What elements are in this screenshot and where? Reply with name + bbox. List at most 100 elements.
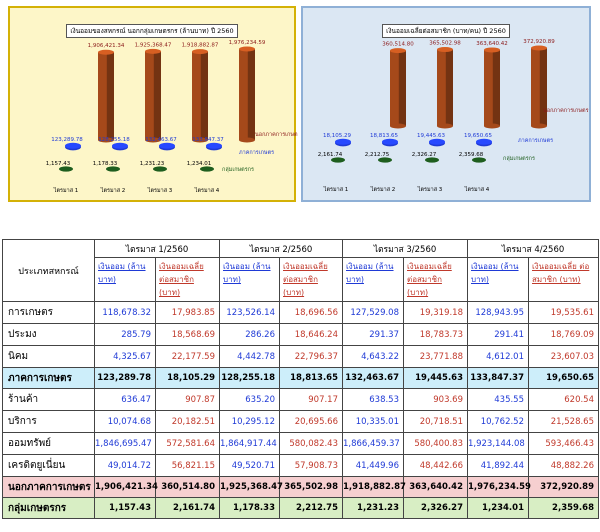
bar-bottom — [192, 137, 208, 143]
avg-cell: 18,813.65 — [279, 367, 343, 389]
bar-nonagri — [531, 45, 547, 129]
bar-top — [390, 48, 406, 54]
agri-disc-top — [476, 138, 492, 145]
avg-cell: 21,528.65 — [528, 410, 599, 433]
savings-cell: 4,643.22 — [342, 345, 404, 368]
bar-value-label: 1,925,368.47 — [135, 42, 172, 48]
category-label: ไตรมาส 2 — [370, 186, 396, 193]
avg-cell: 18,568.69 — [155, 323, 220, 346]
savings-cell: 49,014.72 — [94, 454, 156, 477]
table-row: ร้านค้า 636.47 907.87 635.20 907.17 638.53 903… — [2, 388, 599, 411]
bar-shade — [106, 52, 114, 140]
category-label: ไตรมาส 1 — [53, 187, 79, 194]
bar-value-label: 360,514.80 — [382, 42, 414, 48]
category-label: ไตรมาส 4 — [194, 187, 220, 194]
bar-bottom — [531, 123, 547, 129]
series-label: นอกภาคการเกษตร — [255, 132, 298, 138]
table-row: นอกภาคการเกษตร 1,906,421.34 360,514.80 1,92… — [2, 476, 599, 498]
avg-cell: 48,882.26 — [528, 454, 599, 477]
bar-value-label: 19,650.65 — [464, 133, 492, 139]
bar-shade — [200, 51, 208, 140]
row-category: บริการ — [2, 410, 95, 433]
row-category: กลุ่มเกษตรกร — [2, 497, 95, 519]
row-category: เครดิตยูเนี่ยน — [2, 454, 95, 477]
avg-cell: 903.69 — [403, 388, 468, 411]
avg-cell: 20,182.51 — [155, 410, 220, 433]
bar-shade — [492, 49, 500, 126]
table-row: ภาคการเกษตร 123,289.78 18,105.29 128,255.18… — [2, 367, 599, 389]
bar-bottom — [437, 123, 453, 129]
savings-cell: 1,918,882.87 — [342, 476, 406, 498]
table-row: เครดิตยูเนี่ยน 49,014.72 56,821.15 49,520.7… — [2, 454, 599, 477]
savings-cell: 1,178.33 — [219, 497, 280, 519]
series-label: กลุ่มเกษตรกร — [222, 167, 254, 173]
savings-cell: 10,295.12 — [219, 410, 280, 433]
avg-subheader: เงินออมเฉลี่ย ต่อสมาชิก (บาท) — [279, 257, 343, 302]
savings-subheader: เงินออม (ล้านบาท) — [467, 257, 529, 302]
savings-subheader: เงินออม (ล้านบาท) — [94, 257, 156, 302]
bar-shade — [445, 49, 453, 126]
savings-cell: 128,255.18 — [219, 367, 280, 389]
savings-cell: 10,074.68 — [94, 410, 156, 433]
avg-cell: 372,920.89 — [528, 476, 599, 498]
savings-cell: 1,866,459.37 — [342, 432, 404, 455]
row-category: การเกษตร — [2, 301, 95, 324]
avg-cell: 18,783.73 — [403, 323, 468, 346]
agri-disc-top — [206, 142, 222, 149]
row-category: ประมง — [2, 323, 95, 346]
bar-value-label: 128,255.18 — [98, 137, 130, 143]
bar-value-label: 372,920.89 — [523, 39, 555, 45]
table-row: ออมทรัพย์ 1,846,695.47 572,581.64 1,864,917… — [2, 432, 599, 455]
savings-cell: 4,325.67 — [94, 345, 156, 368]
category-label: ไตรมาส 1 — [323, 186, 349, 193]
group-disc — [59, 166, 73, 172]
bar-value-label: 18,813.65 — [370, 133, 398, 139]
bar-top — [145, 48, 161, 54]
avg-chart-panel: เงินออมเฉลี่ยต่อสมาชิก (บาท/คน) ปี 2560 … — [301, 6, 591, 202]
avg-cell: 23,607.03 — [528, 345, 599, 368]
avg-cell: 20,695.66 — [279, 410, 343, 433]
savings-cell: 635.20 — [219, 388, 280, 411]
avg-cell: 18,696.56 — [279, 301, 343, 324]
savings-cell: 1,231.23 — [342, 497, 404, 519]
bar-shade — [247, 49, 255, 140]
series-label: ภาคการเกษตร — [518, 138, 553, 144]
savings-cell: 4,442.78 — [219, 345, 280, 368]
avg-cell: 17,983.85 — [155, 301, 220, 324]
bar-value-label: 1,976,234.59 — [229, 40, 266, 46]
bar-top — [98, 49, 114, 55]
bar-nonagri — [239, 46, 255, 143]
quarter-header: ไตรมาส 3/2560 — [342, 239, 468, 258]
savings-chart: 1,906,421.34 123,289.78 1,157.43 ไตรมาส 1 1,… — [46, 40, 298, 194]
bar-value-label: 2,212.75 — [365, 152, 390, 158]
avg-cell: 2,359.68 — [528, 497, 599, 519]
savings-cell: 636.47 — [94, 388, 156, 411]
bar-value-label: 1,157.43 — [46, 161, 71, 167]
bar-value-label: 18,105.29 — [323, 133, 351, 139]
bar-nonagri — [145, 48, 161, 143]
bar-value-label: 1,906,421.34 — [88, 43, 125, 49]
agri-disc-top — [159, 142, 175, 149]
avg-cell: 19,535.61 — [528, 301, 599, 324]
savings-cell: 123,289.78 — [94, 367, 156, 389]
row-category: ร้านค้า — [2, 388, 95, 411]
bar-value-label: 1,918,882.87 — [182, 43, 219, 49]
avg-cell: 363,640.42 — [403, 476, 468, 498]
bar-bottom — [484, 123, 500, 129]
savings-cell: 1,864,917.44 — [219, 432, 280, 455]
avg-cell: 365,502.98 — [279, 476, 343, 498]
series-label: นอกภาคการเกษตร — [543, 108, 589, 114]
bar-top — [192, 49, 208, 55]
avg-cell: 18,769.09 — [528, 323, 599, 346]
group-disc — [425, 157, 439, 163]
avg-cell: 2,161.74 — [155, 497, 220, 519]
avg-subheader: เงินออมเฉลี่ย ต่อสมาชิก (บาท) — [403, 257, 468, 302]
bar-value-label: 123,289.78 — [51, 137, 83, 143]
savings-cell: 41,449.96 — [342, 454, 404, 477]
savings-cell: 1,157.43 — [94, 497, 156, 519]
bar-bottom — [145, 137, 161, 143]
avg-cell: 22,796.37 — [279, 345, 343, 368]
agri-disc-top — [429, 138, 445, 145]
bar-bottom — [390, 123, 406, 129]
savings-cell: 10,335.01 — [342, 410, 404, 433]
